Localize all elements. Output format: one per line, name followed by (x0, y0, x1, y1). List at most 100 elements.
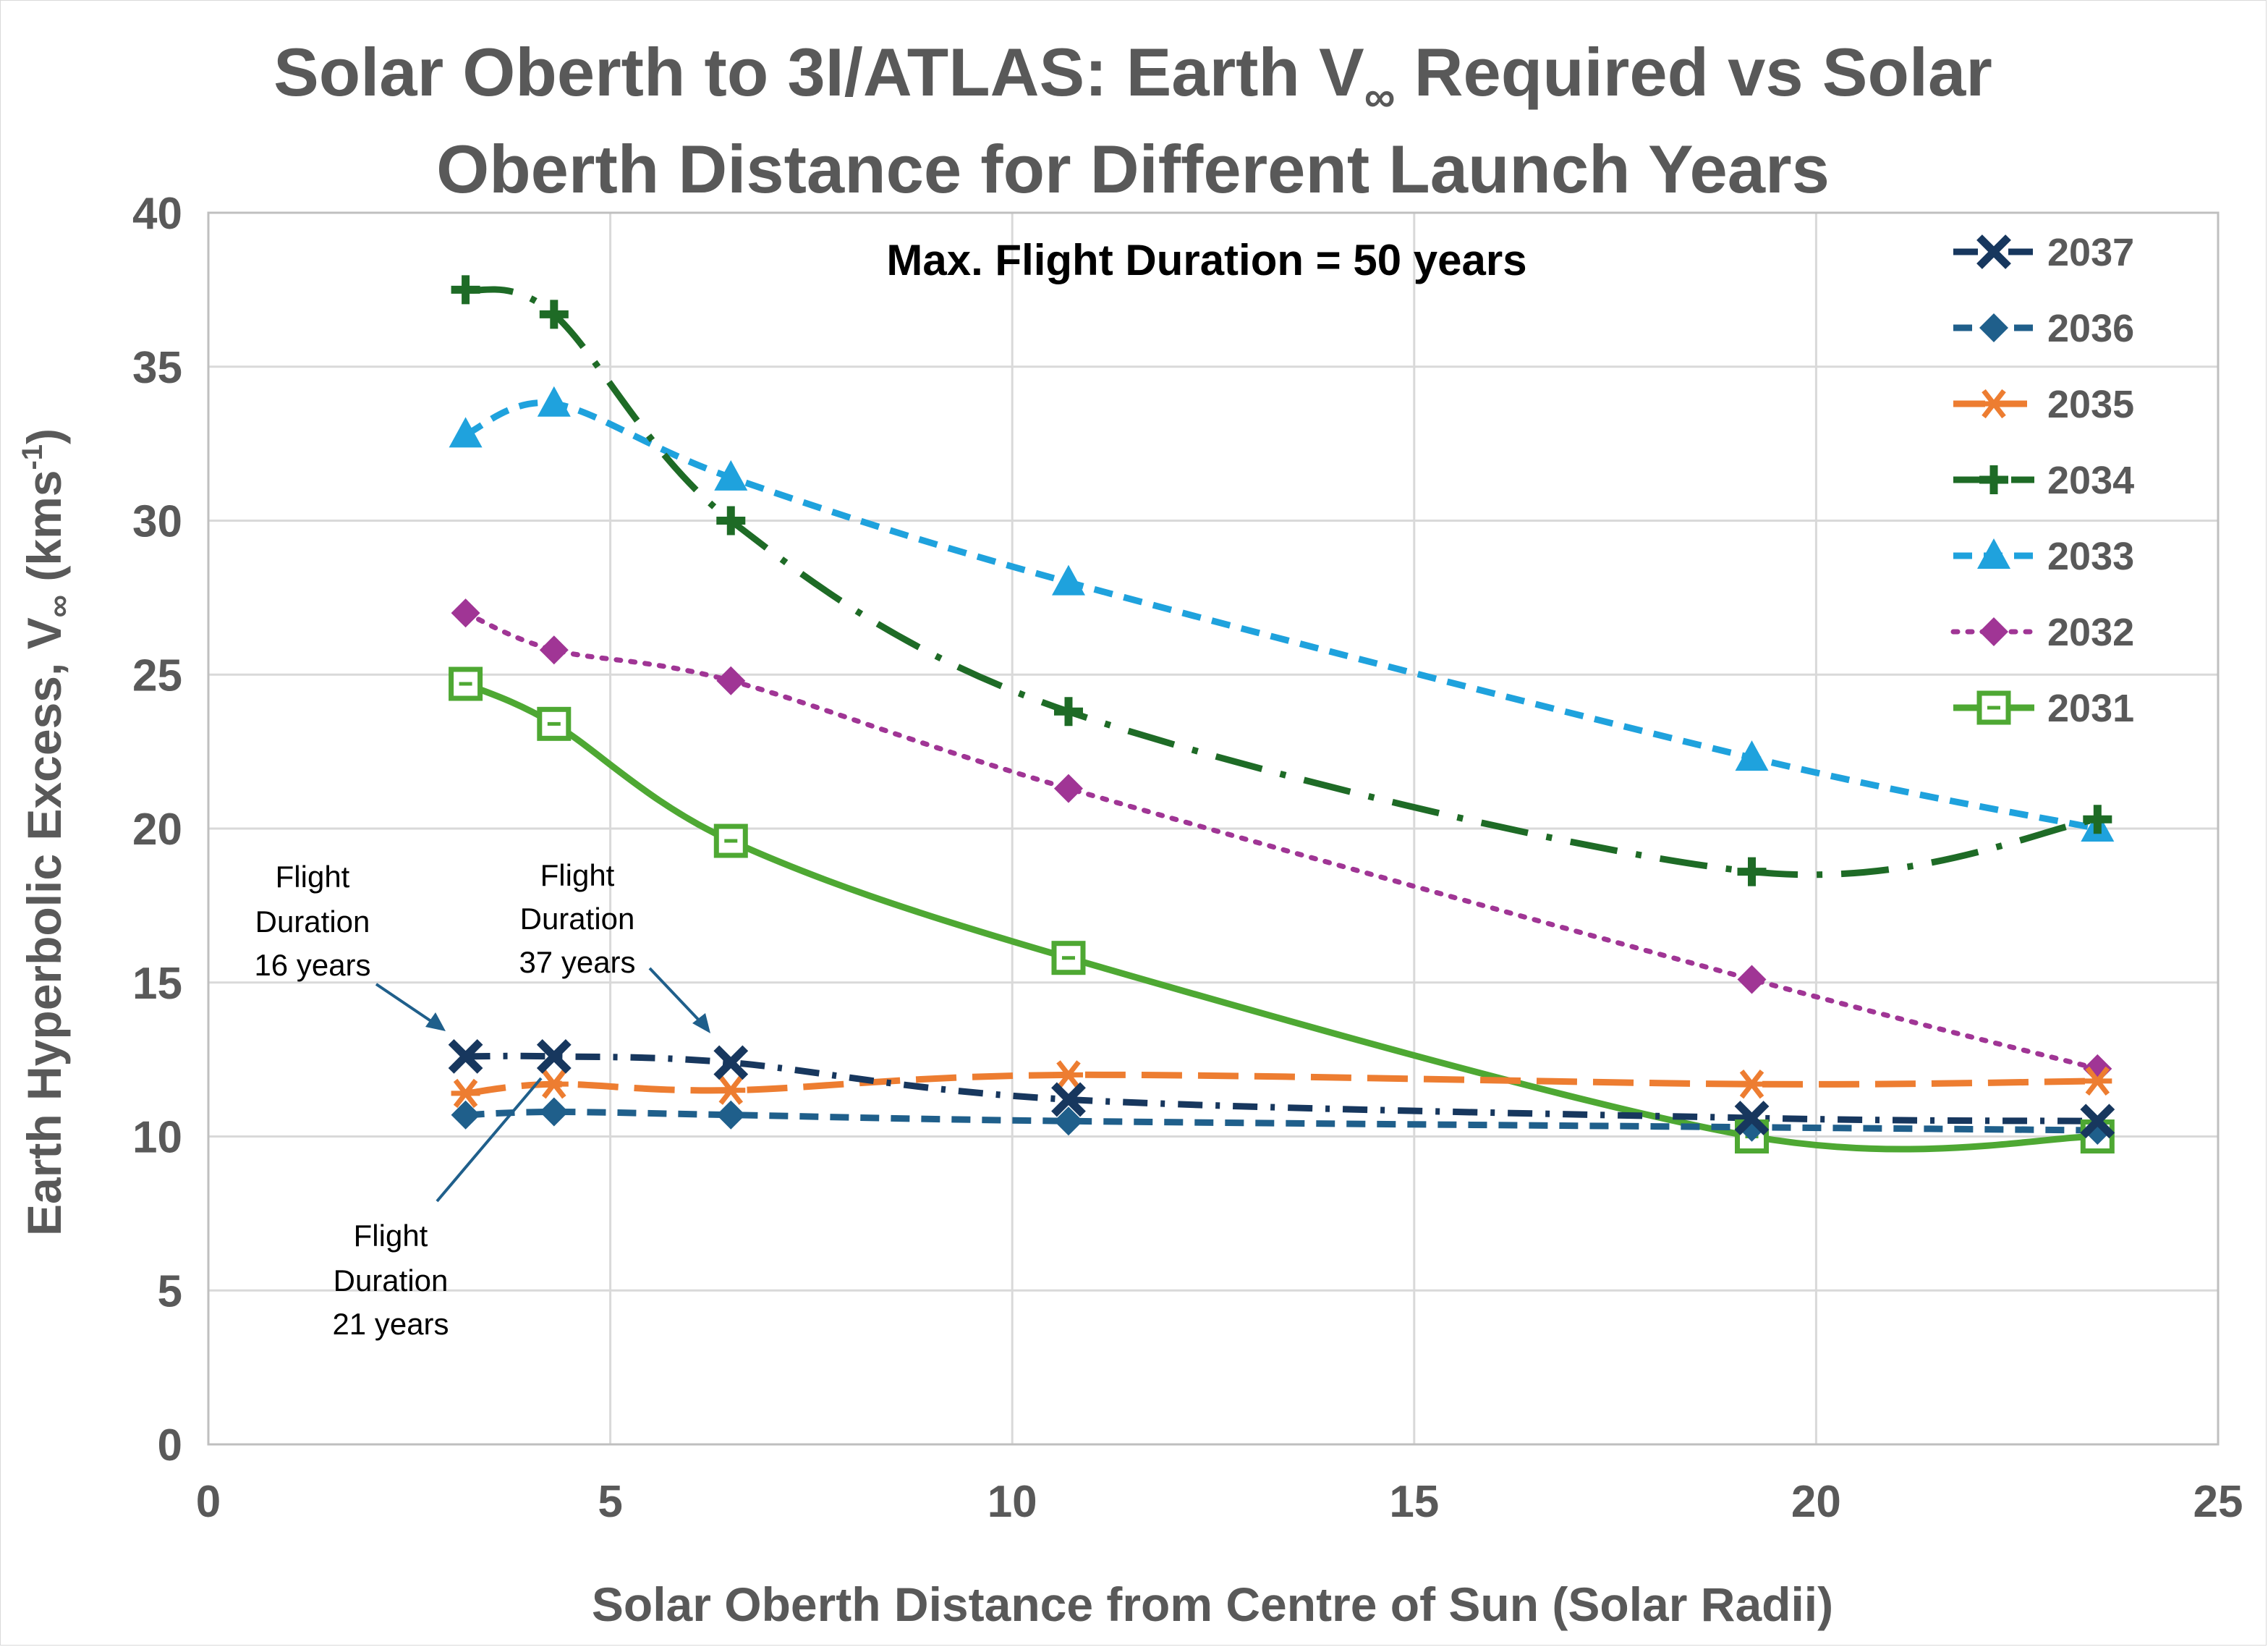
data-point-2036-0 (451, 1100, 480, 1130)
data-point-2032-3 (1053, 774, 1083, 803)
legend-item-2033: 2033 (1953, 535, 2134, 578)
data-point-2032-4 (1737, 965, 1767, 994)
y-tick-label: 10 (132, 1113, 182, 1163)
data-point-2032-0 (451, 598, 480, 628)
chart-title-line2: Oberth Distance for Different Launch Yea… (436, 131, 1830, 207)
chart-subtitle: Max. Flight Duration = 50 years (886, 236, 1526, 284)
data-point-2036-1 (539, 1097, 569, 1127)
data-point-2037-2 (713, 1045, 749, 1080)
data-point-2034-5 (2083, 805, 2112, 834)
legend-item-2035: 2035 (1953, 383, 2134, 426)
y-tick-label: 20 (132, 805, 182, 855)
annotation-21-years: Flight Duration 21 years (332, 1077, 543, 1341)
data-point-2034-2 (716, 506, 746, 535)
legend-item-2034: 2034 (1953, 459, 2134, 502)
x-tick-label: 0 (196, 1477, 221, 1527)
legend-label-2035: 2035 (2047, 383, 2134, 426)
series-markers (448, 275, 2115, 1153)
annotation-16-arrow-head (425, 1012, 446, 1031)
legend-label-2031: 2031 (2047, 687, 2134, 730)
data-point-2035-1 (539, 1070, 569, 1099)
annotation-16-line3: 16 years (254, 948, 370, 982)
data-point-2032-2 (716, 666, 746, 695)
annotation-16-line1: Flight (276, 860, 350, 894)
legend-item-2036: 2036 (1953, 307, 2134, 350)
series-line-2035 (465, 1071, 2098, 1097)
y-tick-label: 15 (132, 959, 182, 1009)
data-point-2035-0 (451, 1078, 480, 1109)
y-tick-label: 0 (158, 1421, 182, 1470)
data-point-2033-1 (537, 386, 571, 417)
legend-item-2032: 2032 (1950, 611, 2134, 654)
y-tick-label: 35 (132, 343, 182, 393)
y-tick-label: 5 (158, 1266, 182, 1316)
annotation-37-line1: Flight (540, 858, 615, 892)
legend-marker-2034 (1979, 465, 2008, 494)
annotation-21-line3: 21 years (332, 1307, 449, 1341)
data-point-2034-0 (451, 275, 480, 305)
x-tick-label: 15 (1389, 1477, 1439, 1527)
annotation-21-line2: Duration (334, 1263, 449, 1297)
data-point-2031-0 (449, 666, 483, 701)
data-point-2036-3 (1053, 1106, 1083, 1136)
data-point-2035-4 (1737, 1070, 1767, 1099)
data-point-2037-0 (448, 1038, 483, 1074)
series-line-2034 (464, 286, 2098, 878)
legend-marker-2032 (1979, 617, 2008, 646)
data-point-2034-1 (539, 300, 569, 329)
legend: 2037 2036 2035 2034 2033 2032 2031 (1950, 231, 2134, 730)
data-point-2031-3 (1051, 941, 1086, 975)
data-point-2032-1 (539, 635, 569, 665)
annotation-21-arrow-line (436, 1077, 543, 1203)
annotation-37-line2: Duration (520, 902, 635, 936)
legend-marker-2037 (1976, 234, 2011, 269)
data-point-2033-4 (1735, 740, 1769, 771)
data-point-2037-3 (1051, 1082, 1086, 1117)
x-tick-label: 25 (2193, 1477, 2243, 1527)
legend-marker-2036 (1979, 313, 2008, 342)
legend-item-2037: 2037 (1953, 231, 2134, 274)
data-point-2033-3 (1051, 564, 1085, 596)
y-tick-label: 25 (132, 651, 182, 700)
data-point-2031-2 (713, 824, 748, 858)
y-axis-label: Earth Hyperbolic Excess, V∞ (kms-1) (17, 428, 77, 1236)
data-point-2034-3 (1053, 697, 1083, 727)
legend-label-2037: 2037 (2047, 231, 2134, 274)
data-point-2033-2 (714, 460, 748, 491)
data-point-2032-5 (2083, 1054, 2112, 1083)
series-line-2033 (464, 399, 2099, 832)
y-tick-labels: 0 5 10 15 20 25 30 35 40 (132, 189, 182, 1470)
legend-label-2036: 2036 (2047, 307, 2134, 350)
annotation-21-line1: Flight (354, 1219, 428, 1253)
chart-title-line1: Solar Oberth to 3I/ATLAS: Earth V∞ Requi… (273, 34, 1992, 121)
legend-label-2034: 2034 (2047, 459, 2134, 502)
data-point-2037-4 (1734, 1101, 1770, 1135)
legend-marker-2033 (1977, 538, 2010, 569)
series-line-2036 (465, 1108, 2098, 1134)
plot-area (207, 211, 2220, 1446)
data-point-2037-5 (2080, 1104, 2115, 1139)
legend-marker-2035 (1979, 389, 2008, 419)
series-line-2032 (463, 610, 2100, 1072)
legend-marker-2031 (1976, 690, 2011, 725)
annotation-16-arrow-line (375, 983, 440, 1028)
annotation-16-line2: Duration (255, 905, 370, 939)
annotation-37-arrow-head (692, 1013, 710, 1033)
data-point-2033-0 (449, 417, 483, 448)
x-tick-label: 10 (988, 1477, 1037, 1527)
x-tick-label: 5 (598, 1477, 622, 1527)
legend-label-2032: 2032 (2047, 611, 2134, 654)
series-lines (463, 286, 2100, 1153)
data-point-2034-4 (1737, 857, 1767, 886)
y-tick-label: 30 (132, 497, 182, 547)
annotation-37-years: Flight Duration 37 years (519, 858, 710, 1033)
data-point-2031-1 (537, 706, 572, 741)
data-point-2035-2 (716, 1075, 746, 1105)
data-point-2035-5 (2083, 1066, 2112, 1096)
data-point-2037-1 (536, 1038, 572, 1074)
data-point-2035-3 (1053, 1060, 1083, 1090)
annotation-37-arrow-line (648, 967, 705, 1026)
x-axis-label: Solar Oberth Distance from Centre of Sun… (592, 1578, 1833, 1631)
